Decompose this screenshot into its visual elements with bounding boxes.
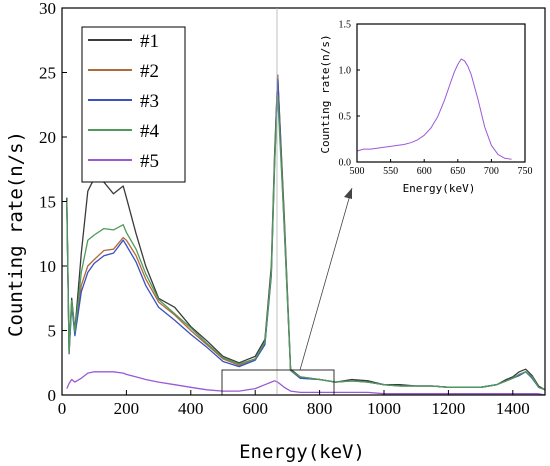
inset-series-line-5 (356, 58, 512, 160)
inset-y-tick-label: 0.0 (339, 158, 352, 169)
legend-label-4: #4 (140, 121, 160, 142)
zoom-arrow-head (344, 188, 352, 199)
legend-label-1: #1 (140, 31, 159, 52)
main-x-tick-label: 800 (307, 399, 333, 418)
zoom-region-box (221, 369, 335, 396)
legend-label-2: #2 (140, 61, 159, 82)
inset-y-tick-label: 1.5 (339, 20, 352, 31)
inset-y-tick-label: 0.5 (339, 112, 352, 123)
main-x-tick-label: 0 (58, 399, 67, 418)
inset-x-tick-label: 500 (350, 166, 365, 177)
main-y-tick-label: 15 (39, 192, 56, 211)
main-y-tick-label: 0 (48, 386, 57, 405)
inset-x-tick-label: 700 (484, 166, 499, 177)
legend-label-5: #5 (140, 151, 159, 172)
main-x-tick-label: 600 (242, 399, 268, 418)
main-x-tick-label: 400 (178, 399, 204, 418)
main-x-axis-label: Energy(keV) (239, 441, 365, 463)
inset-x-tick-label: 650 (450, 166, 465, 177)
inset-x-tick-label: 600 (417, 166, 432, 177)
main-x-tick-label: 1000 (367, 399, 401, 418)
main-y-tick-label: 30 (39, 0, 56, 18)
main-tick-group: 0 200 400 600 800 1000 1200 1400 0 5 10 15 20 25 30 (39, 0, 530, 418)
main-y-tick-label: 25 (39, 63, 56, 82)
main-chart: 0 200 400 600 800 1000 1200 1400 0 5 10 15 20 25 30 En… (5, 0, 546, 463)
inset-background (353, 24, 525, 162)
zoom-arrow-line (299, 187, 353, 371)
inset-y-axis-label: Counting rate(n/s) (319, 34, 332, 153)
inset-series-group (356, 58, 512, 160)
inset-x-axis-label: Energy(keV) (403, 182, 476, 195)
main-y-tick-label: 10 (39, 257, 56, 276)
main-series-group (66, 74, 546, 396)
inset-axes (356, 23, 526, 163)
inset-x-tick-label: 550 (383, 166, 398, 177)
inset-chart: 500 550 600 650 700 750 0.0 0.5 1.0 1.5 Energy(ke… (319, 20, 533, 196)
inset-y-tick-label: 1.0 (339, 66, 352, 77)
inset-plot-frame (356, 23, 526, 163)
main-y-axis-label: Counting rate(n/s) (5, 131, 27, 337)
legend-label-3: #3 (140, 91, 159, 112)
main-x-tick-label: 1200 (431, 399, 465, 418)
inset-x-tick-label: 750 (518, 166, 533, 177)
legend: #1 #2 #3 #4 #5 (88, 31, 160, 172)
main-series-line-5 (66, 371, 546, 396)
main-x-tick-label: 200 (114, 399, 140, 418)
main-series-line-4 (66, 95, 546, 391)
main-x-tick-label: 1400 (496, 399, 530, 418)
main-y-tick-label: 20 (39, 128, 56, 147)
main-y-tick-label: 5 (48, 321, 57, 340)
legend-box (81, 26, 186, 183)
inset-tick-group: 500 550 600 650 700 750 0.0 0.5 1.0 1.5 (339, 20, 533, 178)
